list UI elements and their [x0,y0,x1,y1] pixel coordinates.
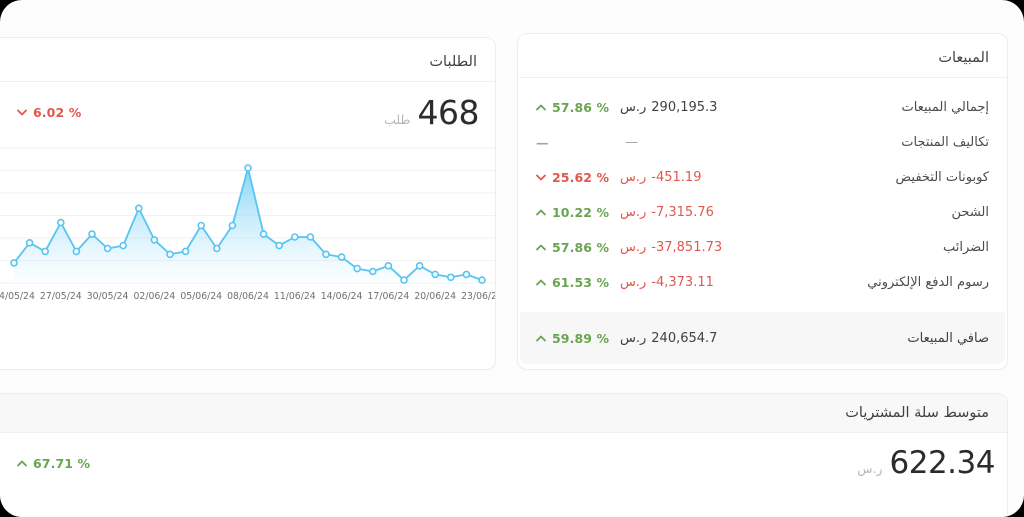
svg-text:27/05/24: 27/05/24 [40,291,82,302]
percent-value: 10.22 % [552,205,610,220]
svg-text:08/06/24: 08/06/24 [227,291,269,302]
sales-row: تكاليف المنتجات — — [536,125,989,160]
chevron-up-icon [536,244,546,251]
amount-value: -451.19 [651,170,702,185]
basket-card-title: متوسط سلة المشتريات [845,405,989,421]
basket-stats-row: 622.34 ر.س 67.71 % [0,433,1007,494]
sales-row-label: الشحن [951,205,989,220]
sales-card: المبيعات إجمالي المبيعات ر.س 290,195.3 5… [517,33,1008,370]
sales-row-value: ر.س -37,851.73 [620,240,772,255]
sales-row: الضرائب ر.س -37,851.73 57.86 % [536,230,989,265]
currency-label: ر.س [620,330,647,346]
percent-value: 25.62 % [552,170,610,185]
sales-row-value: ر.س -451.19 [620,170,772,185]
currency-label: ر.س [620,100,647,115]
orders-card: الطلبات 468 طلب 6.02 % 24/05/24 27/05/24 3… [0,37,496,370]
sales-row-value: ر.س -4,373.11 [620,275,772,290]
sales-row-value: — [620,135,772,150]
percent-value: — [536,135,549,150]
chevron-up-icon [536,209,546,216]
chevron-down-icon [536,174,546,181]
sales-row-trend-badge: — [536,135,620,150]
basket-trend-percent: 67.71 % [33,456,91,471]
orders-trend-percent: 6.02 % [33,105,82,120]
sales-row-label: إجمالي المبيعات [901,100,989,115]
currency-label: ر.س [620,205,647,220]
net-sales-footer: صافي المبيعات ر.س 240,654.7 59.89 % [520,312,1005,364]
sales-row: صافي المبيعات ر.س 240,654.7 59.89 % [536,331,989,346]
sales-row: إجمالي المبيعات ر.س 290,195.3 57.86 % [536,90,989,125]
svg-text:05/06/24: 05/06/24 [180,291,222,302]
amount-value: -7,315.76 [651,205,714,220]
sales-row-label: رسوم الدفع الإلكتروني [867,275,989,290]
svg-text:20/06/24: 20/06/24 [414,291,456,302]
amount-value: — [625,135,638,150]
amount-value: 240,654.7 [651,330,718,346]
basket-trend-badge: 67.71 % [17,456,101,471]
chevron-up-icon [536,279,546,286]
amount-value: 290,195.3 [651,100,718,115]
sales-row-trend-badge: 61.53 % [536,275,620,290]
percent-value: 59.89 % [552,330,610,346]
amount-value: -4,373.11 [651,275,714,290]
orders-count: 468 [417,93,480,132]
svg-text:14/06/24: 14/06/24 [321,291,363,302]
sales-card-header: المبيعات [518,34,1007,78]
basket-unit: ر.س [857,461,883,476]
svg-text:17/06/24: 17/06/24 [368,291,410,302]
currency-label: ر.س [620,275,647,290]
percent-value: 57.86 % [552,100,610,115]
basket-card-header: متوسط سلة المشتريات [0,394,1007,433]
orders-chart-svg[interactable]: 24/05/24 27/05/24 30/05/24 02/06/24 05/06/24… [0,135,495,307]
sales-row-trend-badge: 25.62 % [536,170,620,185]
average-basket-card: متوسط سلة المشتريات 622.34 ر.س 67.71 % [0,393,1008,517]
amount-value: -37,851.73 [651,240,723,255]
basket-value: 622.34 [889,445,996,481]
orders-trend-badge: 6.02 % [17,105,101,120]
orders-card-header: الطلبات [0,38,495,82]
orders-count-group: 468 طلب [384,96,479,129]
sales-row-value: ر.س -7,315.76 [620,205,772,220]
basket-value-group: 622.34 ر.س [857,448,995,479]
sales-rows-list: إجمالي المبيعات ر.س 290,195.3 57.86 % تك… [518,78,1007,312]
currency-label: ر.س [620,170,647,185]
sales-row-value: ر.س 240,654.7 [620,331,772,346]
svg-text:30/05/24: 30/05/24 [87,291,129,302]
chevron-down-icon [17,109,27,116]
sales-row-trend-badge: 59.89 % [536,331,620,346]
svg-text:11/06/24: 11/06/24 [274,291,316,302]
svg-text:24/05/24: 24/05/24 [0,291,35,302]
chevron-up-icon [17,460,27,467]
orders-stats-row: 468 طلب 6.02 % [0,82,495,131]
orders-unit: طلب [384,112,411,127]
sales-row-label: صافي المبيعات [907,330,989,346]
sales-row-label: كوبونات التخفيض [895,170,989,185]
chevron-up-icon [536,104,546,111]
sales-row: كوبونات التخفيض ر.س -451.19 25.62 % [536,160,989,195]
sales-row-trend-badge: 57.86 % [536,100,620,115]
chevron-up-icon [536,335,546,342]
sales-row-label: تكاليف المنتجات [901,135,989,150]
sales-row-value: ر.س 290,195.3 [620,100,772,115]
sales-row: الشحن ر.س -7,315.76 10.22 % [536,195,989,230]
sales-row-trend-badge: 57.86 % [536,240,620,255]
svg-text:23/06/24: 23/06/24 [461,291,495,302]
sales-row: رسوم الدفع الإلكتروني ر.س -4,373.11 61.5… [536,265,989,300]
orders-card-title: الطلبات [429,54,477,70]
sales-row-trend-badge: 10.22 % [536,205,620,220]
percent-value: 61.53 % [552,275,610,290]
percent-value: 57.86 % [552,240,610,255]
sales-card-title: المبيعات [938,50,989,66]
currency-label: ر.س [620,240,647,255]
orders-area-chart[interactable]: 24/05/24 27/05/24 30/05/24 02/06/24 05/06/24… [0,135,495,307]
svg-text:02/06/24: 02/06/24 [134,291,176,302]
sales-row-label: الضرائب [942,240,989,255]
